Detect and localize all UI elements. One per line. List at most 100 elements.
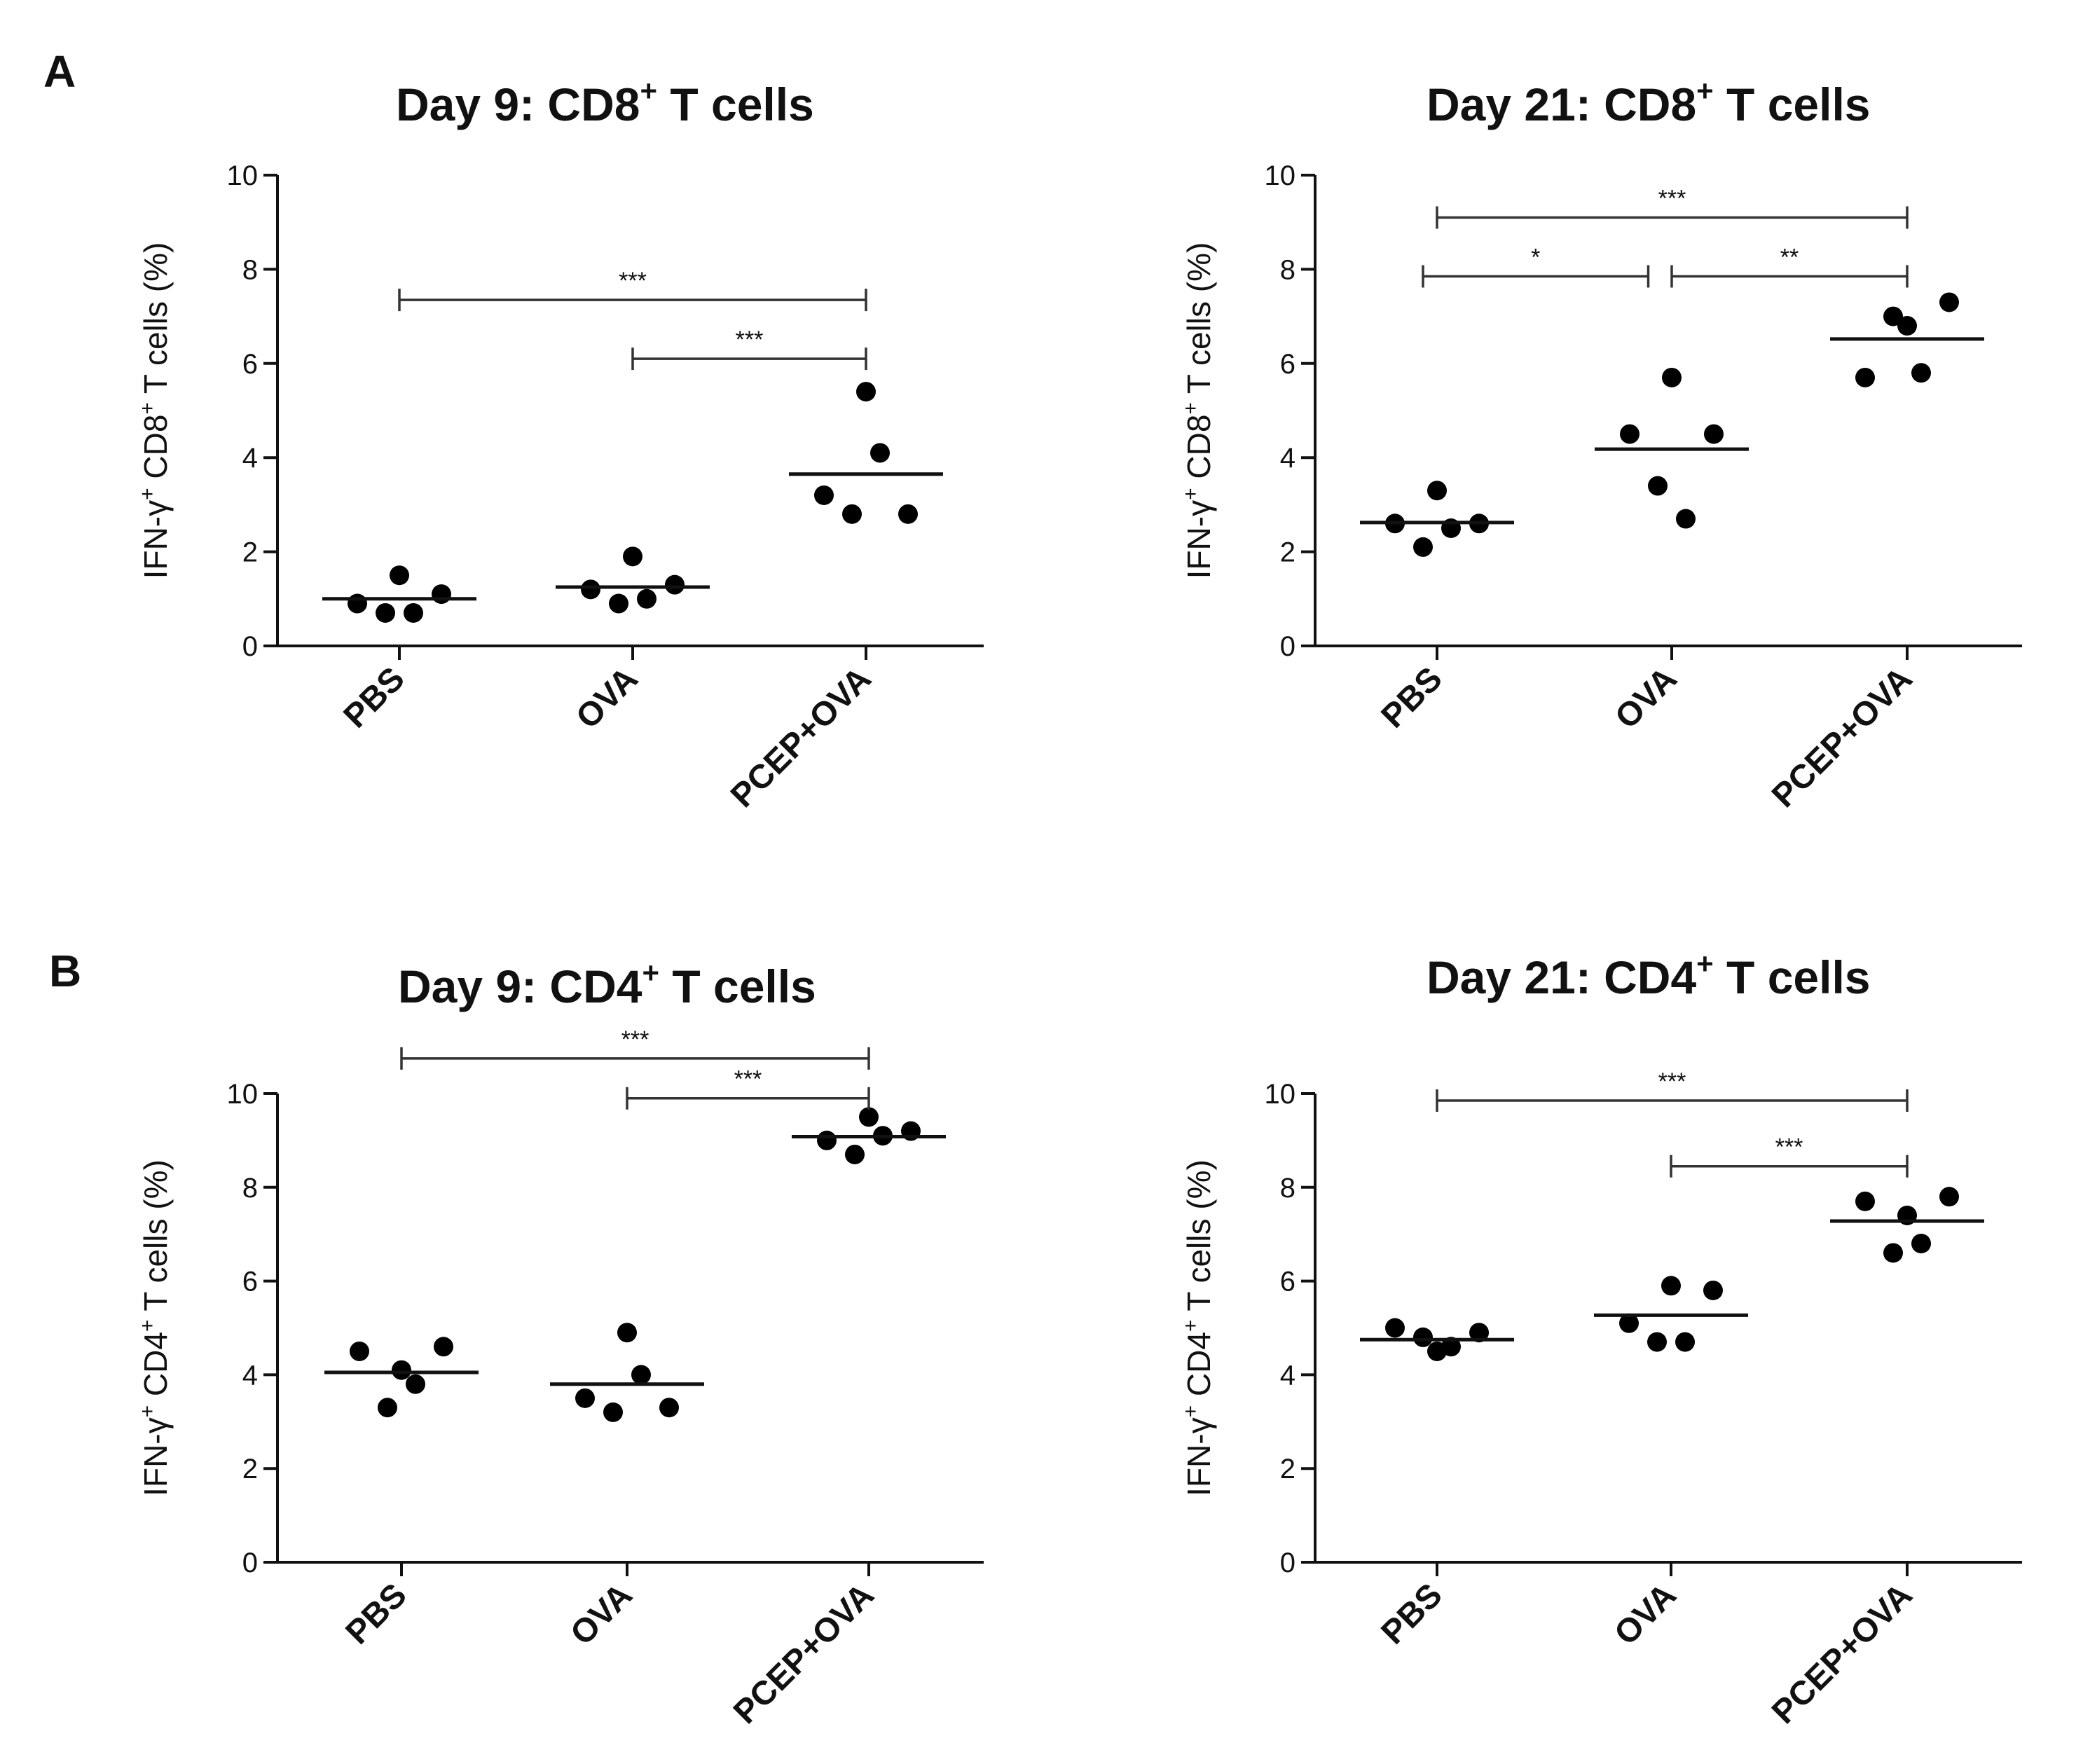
y-axis-label-sup: + [1179,488,1202,500]
significance-label: *** [1775,1134,1803,1161]
data-point [434,1337,453,1357]
y-tick-label: 6 [1280,1267,1295,1297]
data-point [603,1402,623,1422]
chart-title-main: Day 21: CD8 [1427,78,1696,130]
data-point [856,382,876,402]
data-point [1385,1318,1405,1338]
data-point [1648,476,1668,496]
chart-title: Day 9: CD8+ T cells [396,74,814,130]
data-point [609,593,628,614]
y-tick-label: 0 [1280,1548,1295,1578]
x-tick-label: PBS [337,660,412,735]
significance-bracket [398,289,867,312]
data-point [637,588,657,609]
significance-bracket [1436,1089,1909,1112]
x-tick-label: OVA [1608,660,1684,736]
x-tick-label: PCEP+OVA [727,1576,881,1731]
y-tick-label: 4 [242,443,258,474]
data-point [1413,1327,1433,1347]
data-point [1661,1276,1681,1296]
significance-bracket [631,347,867,371]
data-point [1911,1234,1931,1254]
x-tick-label: PCEP+OVA [1765,1576,1920,1731]
y-tick-label: 8 [1280,254,1295,285]
y-axis-label-part: CD4 [137,1332,174,1405]
y-axis-label: IFN-γ+ CD8+ T cells (%) [1179,242,1217,579]
x-tick-label: OVA [1607,1576,1684,1653]
chart-title-main: Day 21: CD4 [1427,951,1696,1003]
panel-letter-a: A [43,46,76,97]
data-point [390,565,409,586]
data-point [404,602,423,623]
data-point [631,1365,651,1385]
data-point [1647,1332,1667,1352]
data-point [1675,1332,1695,1352]
chart-title: Day 9: CD4+ T cells [398,956,816,1012]
y-tick-label: 2 [1280,1454,1295,1484]
data-point [432,584,451,605]
chart-title-tail: T cells [657,78,814,130]
data-point [1619,1313,1639,1333]
chart-title-sup: + [1696,947,1714,980]
significance-bracket [1436,206,1909,229]
data-point [581,579,600,600]
data-point [1939,1187,1959,1207]
y-tick-label: 0 [242,1548,258,1578]
y-axis-label-sup: + [136,1320,159,1332]
x-tick-label: PBS [1375,1576,1450,1651]
chart-title-sup: + [1696,74,1714,107]
y-tick-label: 2 [242,1454,258,1484]
data-point [898,504,918,524]
y-axis-label-sup: + [1179,1405,1202,1418]
y-axis-label-part: IFN-γ [137,1417,174,1496]
x-tick-label: PBS [1375,660,1450,735]
y-tick-label: 8 [242,1173,258,1204]
data-point [870,443,890,463]
y-tick-label: 10 [1265,1079,1296,1110]
significance-bracket [1670,1155,1909,1178]
chart-title-tail: T cells [1714,951,1871,1003]
y-axis-label-part: CD4 [1181,1332,1217,1405]
y-axis-label-sup: + [136,488,159,500]
y-tick-label: 6 [242,1267,258,1297]
chart-title-main: Day 9: CD8 [396,78,640,130]
y-axis-label-part: CD8 [137,415,174,488]
data-point [1703,1280,1723,1300]
y-axis-label: IFN-γ+ CD8+ T cells (%) [136,242,174,579]
y-tick-label: 0 [242,631,258,662]
significance-label: *** [736,326,764,353]
y-axis-label-sup: + [1179,402,1202,415]
y-axis-label-sup: + [1179,1320,1202,1332]
significance-label: *** [1658,1068,1686,1095]
y-tick-label: 2 [242,537,258,568]
data-point [1883,1243,1903,1263]
data-point [859,1107,879,1127]
y-tick-label: 10 [227,160,259,191]
y-tick-label: 2 [1280,537,1295,568]
significance-label: ** [1780,244,1799,270]
y-tick-label: 4 [242,1360,258,1391]
data-point [623,546,642,567]
data-point [1855,367,1875,387]
data-point [1413,537,1433,557]
data-point [1662,367,1682,387]
data-point [1883,306,1903,326]
y-axis-label-sup: + [136,1405,159,1418]
data-point [392,1360,411,1380]
data-point [1676,509,1696,529]
significance-label: * [1531,244,1540,270]
y-tick-label: 8 [242,254,258,285]
x-tick-label: PCEP+OVA [1765,660,1920,815]
chart-title: Day 21: CD4+ T cells [1427,947,1870,1003]
y-axis-label-part: T cells (%) [1181,242,1217,402]
significance-bracket [1670,265,1909,288]
y-axis-label-part: IFN-γ [137,500,174,579]
chart-title-tail: T cells [1714,78,1871,130]
data-point [817,1130,837,1150]
y-tick-label: 8 [1280,1173,1295,1204]
data-point [665,574,685,595]
